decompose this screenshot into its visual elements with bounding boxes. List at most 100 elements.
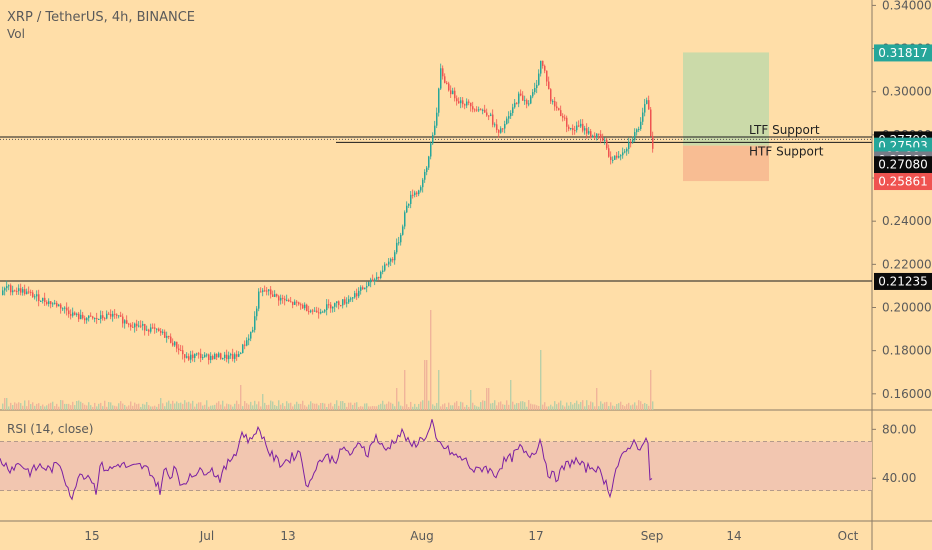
volume-bar — [382, 400, 384, 410]
volume-bars — [2, 310, 654, 410]
candle-body — [220, 353, 222, 359]
volume-bar — [620, 401, 622, 410]
candle-body — [204, 354, 206, 358]
candle-body — [232, 354, 234, 359]
price-tick-label: 0.22000 — [882, 257, 932, 271]
volume-bar — [622, 404, 624, 410]
candle-body — [620, 155, 622, 157]
candle-body — [274, 294, 276, 297]
candle-body — [48, 301, 50, 304]
price-badge-label: 0.27080 — [878, 158, 928, 172]
candle-body — [34, 296, 36, 298]
candle-body — [58, 304, 60, 307]
candle-body — [268, 289, 270, 292]
candle-body — [96, 318, 98, 320]
candle-body — [436, 112, 438, 126]
volume-bar — [328, 403, 330, 410]
volume-bar — [264, 402, 266, 410]
volume-bar — [242, 406, 244, 410]
candle-body — [10, 285, 12, 293]
candle-body — [224, 354, 226, 359]
candle-body — [320, 311, 322, 314]
time-tick-label: 13 — [280, 529, 295, 543]
candle-body — [510, 112, 512, 117]
volume-bar — [576, 400, 578, 410]
volume-bar — [408, 406, 410, 410]
rsi-line — [0, 419, 653, 501]
rsi-legend: RSI (14, close) — [7, 422, 94, 436]
price-badge-label: 0.21235 — [878, 274, 928, 288]
candle-body — [234, 354, 236, 359]
candle-body — [628, 142, 630, 149]
volume-bar — [624, 406, 626, 410]
volume-bar — [652, 401, 654, 410]
candle-body — [150, 327, 152, 332]
candle-body — [114, 313, 116, 315]
candle-body — [514, 102, 516, 108]
volume-bar — [412, 406, 414, 410]
volume-bar — [290, 402, 292, 410]
candle-body — [144, 323, 146, 331]
volume-bar — [322, 402, 324, 410]
volume-bar — [640, 401, 642, 410]
candle-body — [4, 288, 6, 291]
volume-bar — [152, 406, 154, 410]
volume-bar — [138, 403, 140, 410]
candle-body — [442, 68, 444, 77]
candle-body — [330, 304, 332, 309]
volume-bar — [338, 405, 340, 410]
volume-bar — [148, 405, 150, 410]
candle-body — [472, 106, 474, 110]
rsi-tick-label: 40.00 — [882, 471, 916, 485]
volume-bar — [616, 403, 618, 410]
volume-bar — [244, 401, 246, 410]
candle-body — [350, 298, 352, 300]
candle-body — [422, 179, 424, 188]
candle-body — [300, 304, 302, 306]
volume-bar — [514, 404, 516, 410]
price-tick-label: 0.24000 — [882, 214, 932, 228]
candle-body — [408, 203, 410, 206]
volume-bar — [390, 402, 392, 410]
volume-bar — [354, 402, 356, 410]
candle-body — [642, 112, 644, 122]
candle-body — [404, 212, 406, 227]
volume-bar — [30, 404, 32, 410]
volume-bar — [518, 403, 520, 410]
candle-body — [86, 318, 88, 321]
candle-body — [26, 291, 28, 295]
volume-bar — [494, 400, 496, 410]
candle-body — [602, 137, 604, 141]
candle-body — [124, 320, 126, 324]
volume-bar — [6, 398, 8, 410]
candle-body — [136, 323, 138, 327]
candle-body — [604, 139, 606, 141]
candle-body — [24, 289, 26, 295]
candle-body — [424, 171, 426, 180]
candle-body — [376, 276, 378, 280]
candle-body — [128, 323, 130, 325]
volume-bar — [120, 401, 122, 410]
candle-body — [626, 148, 628, 152]
volume-bar — [330, 402, 332, 410]
candle-body — [406, 205, 408, 213]
volume-bar — [18, 402, 20, 410]
volume-bar — [396, 388, 398, 410]
volume-bar — [122, 403, 124, 410]
candle-body — [418, 190, 420, 195]
volume-bar — [398, 401, 400, 410]
volume-bar — [406, 404, 408, 410]
candle-body — [112, 313, 114, 317]
candle-body — [494, 124, 496, 126]
volume-bar — [28, 400, 30, 410]
candle-body — [272, 294, 274, 297]
price-badge: 0.21235 — [874, 272, 932, 290]
volume-bar — [304, 405, 306, 410]
price-badge: 0.31817 — [874, 44, 932, 62]
candle-body — [378, 276, 380, 278]
candle-body — [196, 353, 198, 355]
candle-body — [352, 297, 354, 299]
candle-body — [540, 60, 542, 74]
volume-bar — [394, 406, 396, 410]
